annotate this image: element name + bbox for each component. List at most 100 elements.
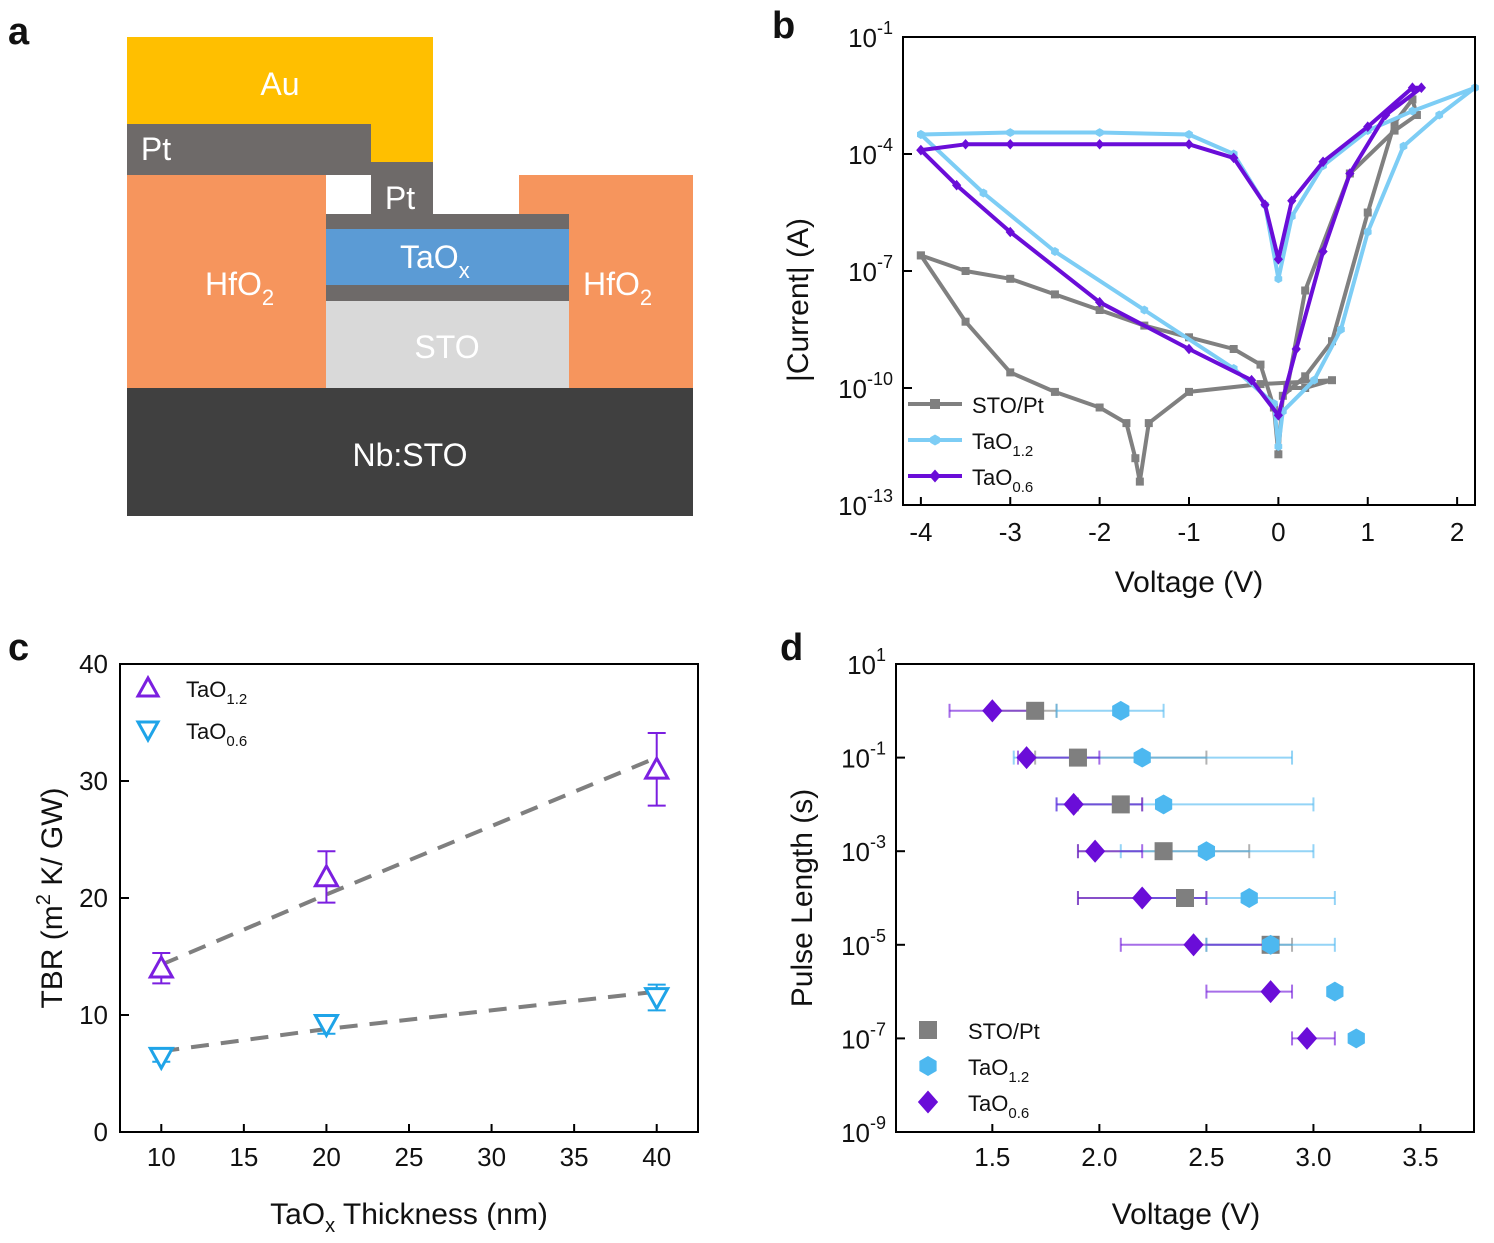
iv-point-2-23	[1051, 247, 1059, 256]
iv-point-2-3	[1095, 128, 1104, 138]
iv-point-1-19	[1390, 126, 1399, 135]
d-legend-label-3: TaO0.6	[968, 1091, 1029, 1122]
sto-label: STO	[414, 329, 479, 365]
pulse-point-1-1	[1026, 701, 1045, 720]
iv-point-3-22	[1005, 226, 1015, 238]
iv-point-1-2	[961, 267, 970, 275]
pt-top-electrode	[326, 214, 569, 229]
iv-point-1-31	[1095, 403, 1104, 412]
pulse-point-3-5	[1132, 886, 1153, 910]
c-ytick-label-4: 30	[79, 766, 108, 796]
d-legend-label-2: TaO1.2	[968, 1055, 1029, 1086]
b-ytick-label-2: 10-4	[848, 135, 893, 170]
chart-c-xlabel: TaOx Thickness (nm)	[270, 1198, 548, 1237]
iv-point-3-10	[1318, 156, 1328, 168]
pulse-point-1-3	[1111, 795, 1130, 814]
chart-d-frame	[895, 663, 1475, 1133]
d-ytick-label-5: 10-7	[841, 1019, 886, 1054]
pulse-point-3-2	[1016, 746, 1037, 770]
b-legend-marker-3	[929, 469, 941, 483]
d-xtick-label-3: 2.5	[1188, 1142, 1224, 1172]
panel-label-b: b	[772, 5, 795, 47]
iv-point-3-7	[1260, 199, 1270, 210]
iv-point-1-21	[1301, 286, 1310, 295]
pulse-point-2-5	[1240, 888, 1258, 908]
chart-c: 10 15 20 25 30 35 40 0 10 20 30 40 TaO1.2 TaO0.6 Ta…	[33, 649, 699, 1237]
fit-line-1	[160, 755, 658, 967]
pulse-point-1-5	[1176, 889, 1194, 907]
chart-c-ylabel: TBR (m2 K/ GW)	[33, 787, 69, 1008]
iv-point-2-25	[917, 130, 925, 139]
d-ytick-label-1: 101	[847, 645, 886, 680]
iv-point-2-24	[979, 188, 988, 198]
pulse-point-3-6	[1183, 933, 1204, 957]
d-ytick-label-6: 10-9	[841, 1113, 886, 1148]
d-legend-marker-1	[919, 1021, 937, 1039]
pulse-point-2-1	[1112, 700, 1130, 721]
iv-point-2-15	[1363, 227, 1372, 237]
tbr-point-1-3	[643, 755, 671, 780]
b-xtick-label-6: 1	[1361, 517, 1375, 547]
fit-line-2	[161, 989, 657, 1054]
b-xtick-label-7: 2	[1450, 517, 1464, 547]
b-legend-label-1: STO/Pt	[972, 393, 1044, 418]
pulse-point-2-3	[1154, 794, 1173, 815]
b-xtick-label-2: -3	[999, 517, 1022, 547]
d-ytick-label-2: 10-1	[841, 739, 886, 774]
b-ytick-label-4: 10-10	[838, 369, 893, 404]
pulse-point-2-6	[1262, 934, 1280, 955]
au-layer	[127, 37, 433, 124]
iv-point-3-19	[1246, 374, 1257, 386]
hfo2-right-label: HfO2	[583, 266, 652, 310]
iv-point-1-13	[1301, 372, 1310, 381]
c-xtick-label-1: 10	[147, 1142, 176, 1172]
pulse-point-3-4	[1084, 839, 1106, 863]
iv-point-1-33	[1006, 368, 1015, 377]
d-legend-marker-2	[919, 1056, 937, 1076]
c-ytick-label-3: 20	[79, 883, 108, 913]
b-legend-label-3: TaO0.6	[972, 465, 1033, 496]
d-legend-label-1: STO/Pt	[968, 1019, 1040, 1044]
panel-label-d: d	[780, 627, 803, 669]
pulse-point-2-2	[1133, 747, 1151, 768]
d-xtick-label-4: 3.0	[1295, 1142, 1331, 1172]
iv-point-3-4	[1094, 138, 1105, 150]
chart-d: 1.5 2.0 2.5 3.0 3.5 10110-110-310-510-710-9 …	[786, 645, 1475, 1231]
iv-point-3-21	[1094, 296, 1105, 308]
b-xtick-label-3: -2	[1088, 517, 1111, 547]
c-xtick-label-3: 20	[312, 1142, 341, 1172]
tbr-point-1-2	[312, 862, 340, 888]
iv-point-1-18	[1412, 111, 1421, 119]
iv-point-2-13	[1435, 110, 1444, 120]
iv-point-3-9	[1287, 195, 1297, 207]
device-diagram: Au Pt Pt HfO2 HfO2 TaOx STO Nb:STO	[127, 37, 693, 516]
iv-point-2-11	[1408, 106, 1417, 116]
pulse-point-2-7	[1326, 981, 1344, 1002]
pt-via	[371, 162, 433, 214]
iv-curve-3	[919, 85, 1424, 418]
c-xtick-label-5: 30	[477, 1142, 506, 1172]
c-xtick-label-2: 15	[229, 1142, 258, 1172]
b-xtick-label-4: -1	[1177, 517, 1200, 547]
d-legend-marker-3	[917, 1090, 939, 1114]
b-ytick-label-3: 10-7	[848, 252, 893, 287]
pt-interlayer	[326, 285, 569, 301]
pt-top-label: Pt	[141, 131, 171, 167]
iv-point-3-2	[960, 138, 971, 150]
iv-point-1-34	[961, 317, 970, 326]
nbsto-layer	[127, 388, 693, 516]
pulse-point-2-8	[1347, 1028, 1365, 1049]
panel-label-c: c	[8, 627, 29, 669]
iv-point-1-30	[1122, 419, 1131, 428]
iv-point-3-17	[1291, 343, 1301, 355]
c-xtick-label-6: 35	[560, 1142, 589, 1172]
d-xtick-label-1: 1.5	[974, 1142, 1010, 1172]
iv-point-2-17	[1310, 375, 1318, 385]
au-step	[371, 124, 433, 162]
c-legend-marker-2	[135, 720, 161, 744]
c-xtick-label-7: 40	[642, 1142, 671, 1172]
c-legend-label-1: TaO1.2	[186, 677, 247, 708]
pulse-point-2-4	[1197, 841, 1216, 862]
pulse-point-3-1	[982, 699, 1003, 723]
iv-point-1-5	[1095, 306, 1104, 314]
